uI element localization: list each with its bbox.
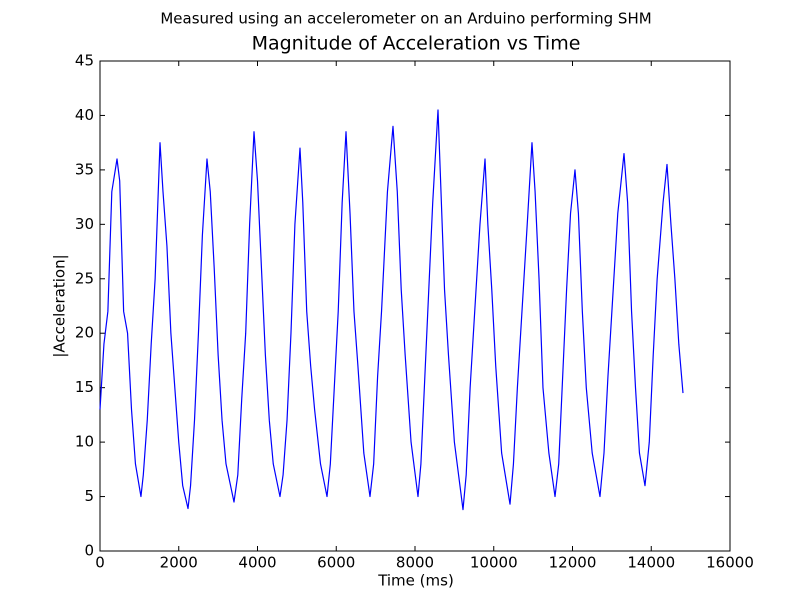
y-tick-label: 40 [75, 106, 94, 124]
y-tick-label: 15 [75, 378, 94, 396]
chart-suptitle: Measured using an accelerometer on an Ar… [160, 10, 651, 28]
x-tick-label: 16000 [706, 554, 754, 572]
y-tick-label: 5 [84, 487, 94, 505]
y-tick-label: 10 [75, 433, 94, 451]
x-tick-label: 0 [95, 554, 105, 572]
y-axis-label: |Acceleration| [51, 254, 69, 357]
x-axis-label: Time (ms) [377, 572, 454, 590]
x-tick-label: 4000 [238, 554, 276, 572]
y-tick-label: 30 [75, 215, 94, 233]
y-tick-label: 20 [75, 324, 94, 342]
x-tick-label: 12000 [549, 554, 597, 572]
x-tick-label: 10000 [470, 554, 518, 572]
y-tick-label: 0 [84, 542, 94, 560]
x-tick-label: 6000 [317, 554, 355, 572]
x-tick-label: 14000 [627, 554, 675, 572]
data-line [99, 109, 684, 511]
y-tick-label: 35 [75, 160, 94, 178]
chart-title: Magnitude of Acceleration vs Time [252, 33, 581, 55]
y-tick-label: 45 [75, 52, 94, 70]
x-tick-label: 2000 [160, 554, 198, 572]
x-tick-label: 8000 [396, 554, 434, 572]
y-tick-label: 25 [75, 269, 94, 287]
